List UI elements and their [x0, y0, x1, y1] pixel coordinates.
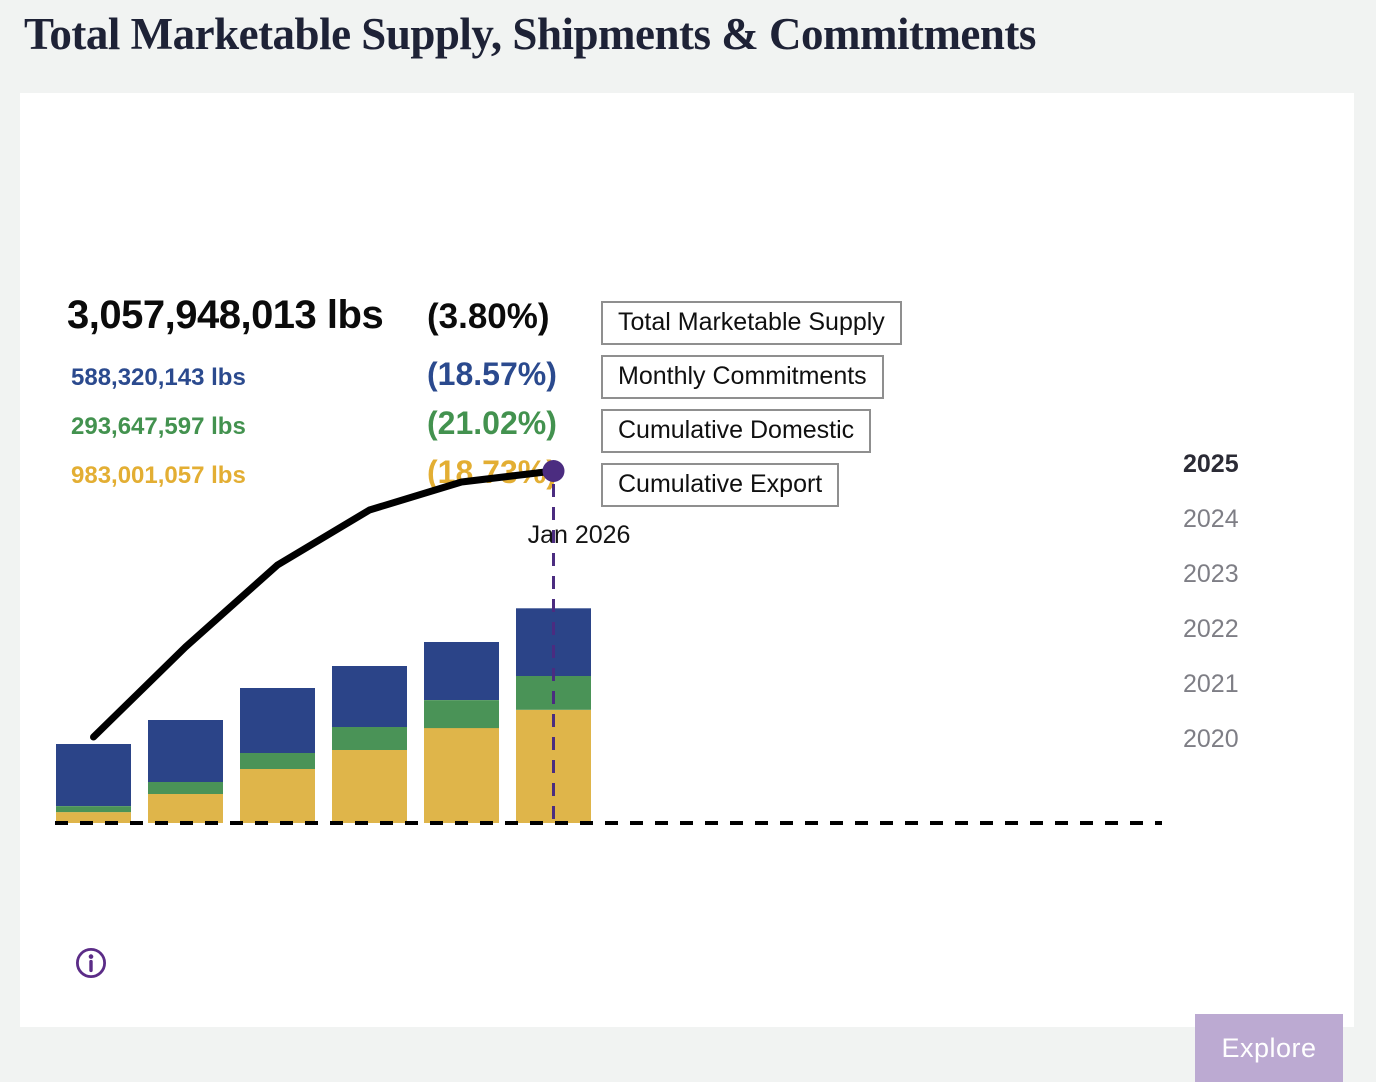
stat-total-marketable-supply: 3,057,948,013 lbs (3.80%): [67, 293, 550, 338]
bar-3-segment-2[interactable]: [332, 666, 407, 727]
info-icon-glyph: [75, 947, 107, 979]
bar-5-segment-2[interactable]: [516, 608, 591, 676]
stat-total-amount: 3,057,948,013 lbs: [67, 293, 384, 337]
stat-domestic-pct: (21.02%): [427, 405, 557, 441]
bar-0-segment-0[interactable]: [56, 812, 131, 823]
year-option-2022[interactable]: 2022: [1183, 615, 1239, 643]
legend-cumulative-domestic[interactable]: Cumulative Domestic: [601, 409, 872, 453]
line-endpoint-dot[interactable]: [542, 460, 565, 482]
legend-cumulative-export[interactable]: Cumulative Export: [601, 463, 840, 507]
bar-3-segment-1[interactable]: [332, 727, 407, 750]
bar-4-segment-0[interactable]: [424, 728, 499, 823]
stat-monthly-commitments: 588,320,143 lbs (18.57%): [71, 356, 557, 393]
stat-total-pct: (3.80%): [427, 297, 550, 336]
year-selector: 2025 2024 2023 2022 2021 2020: [1183, 450, 1239, 753]
page-title: Total Marketable Supply, Shipments & Com…: [24, 9, 1036, 59]
stat-commitments-pct: (18.57%): [427, 356, 557, 392]
bar-1-segment-0[interactable]: [148, 794, 223, 823]
stat-commitments-amount: 588,320,143 lbs: [71, 364, 246, 391]
bar-3-segment-0[interactable]: [332, 750, 407, 823]
bar-4-segment-1[interactable]: [424, 700, 499, 729]
stat-domestic-amount: 293,647,597 lbs: [71, 413, 246, 440]
stat-cumulative-domestic: 293,647,597 lbs (21.02%): [71, 405, 557, 442]
year-option-2025[interactable]: 2025: [1183, 450, 1239, 478]
bar-0-segment-2[interactable]: [56, 744, 131, 806]
supply-commitments-chart: [55, 460, 1162, 825]
legend-total-marketable-supply[interactable]: Total Marketable Supply: [601, 301, 902, 345]
year-option-2023[interactable]: 2023: [1183, 560, 1239, 588]
legend-monthly-commitments[interactable]: Monthly Commitments: [601, 355, 884, 399]
total-marketable-supply-line: [90, 467, 557, 741]
bar-2-segment-2[interactable]: [240, 688, 315, 753]
year-option-2021[interactable]: 2021: [1183, 670, 1239, 698]
bar-2-segment-0[interactable]: [240, 769, 315, 823]
legend: Total Marketable Supply Monthly Commitme…: [601, 301, 902, 507]
bar-1-segment-2[interactable]: [148, 720, 223, 782]
stat-export-amount: 983,001,057 lbs: [71, 462, 246, 489]
year-option-2020[interactable]: 2020: [1183, 725, 1239, 753]
info-icon[interactable]: [75, 947, 107, 979]
dashboard-page: { "header": { "title": "Total Marketable…: [20, 9, 1354, 1082]
chart-card: 3,057,948,013 lbs (3.80%) 588,320,143 lb…: [20, 93, 1354, 1082]
endpoint-annotation-label: Jan 2026: [527, 521, 631, 549]
bar-4-segment-2[interactable]: [424, 642, 499, 700]
bar-0-segment-1[interactable]: [56, 806, 131, 813]
bar-1-segment-1[interactable]: [148, 782, 223, 794]
bar-2-segment-1[interactable]: [240, 753, 315, 769]
year-option-2024[interactable]: 2024: [1183, 505, 1239, 533]
